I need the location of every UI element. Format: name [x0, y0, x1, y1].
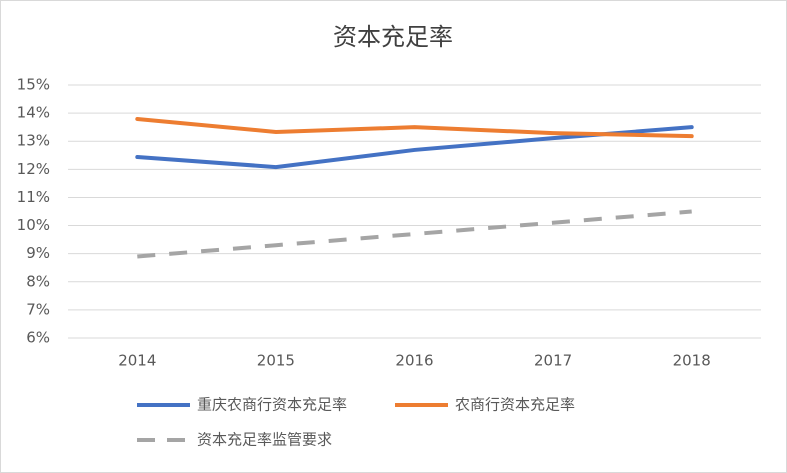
x-tick-label: 2015: [257, 352, 295, 370]
x-tick-label: 2016: [395, 352, 433, 370]
series-line: [137, 209, 692, 259]
y-tick-label: 10%: [17, 216, 50, 234]
y-tick-label: 14%: [17, 104, 50, 122]
y-tick-label: 11%: [17, 188, 50, 206]
legend-label: 农商行资本充足率: [455, 396, 575, 414]
x-tick-label: 2014: [118, 352, 156, 370]
y-tick-label: 7%: [26, 300, 50, 318]
y-tick-label: 9%: [26, 244, 50, 262]
x-tick-label: 2018: [673, 352, 711, 370]
legend-label: 重庆农商行资本充足率: [197, 396, 347, 414]
series-line: [135, 117, 694, 139]
y-tick-label: 6%: [26, 329, 50, 347]
x-tick-label: 2017: [534, 352, 572, 370]
y-tick-label: 13%: [17, 132, 50, 150]
legend-label: 资本充足率监管要求: [197, 431, 332, 449]
y-tick-label: 8%: [26, 272, 50, 290]
y-tick-label: 12%: [17, 160, 50, 178]
chart-title: 资本充足率: [333, 23, 453, 51]
y-tick-label: 15%: [17, 76, 50, 94]
